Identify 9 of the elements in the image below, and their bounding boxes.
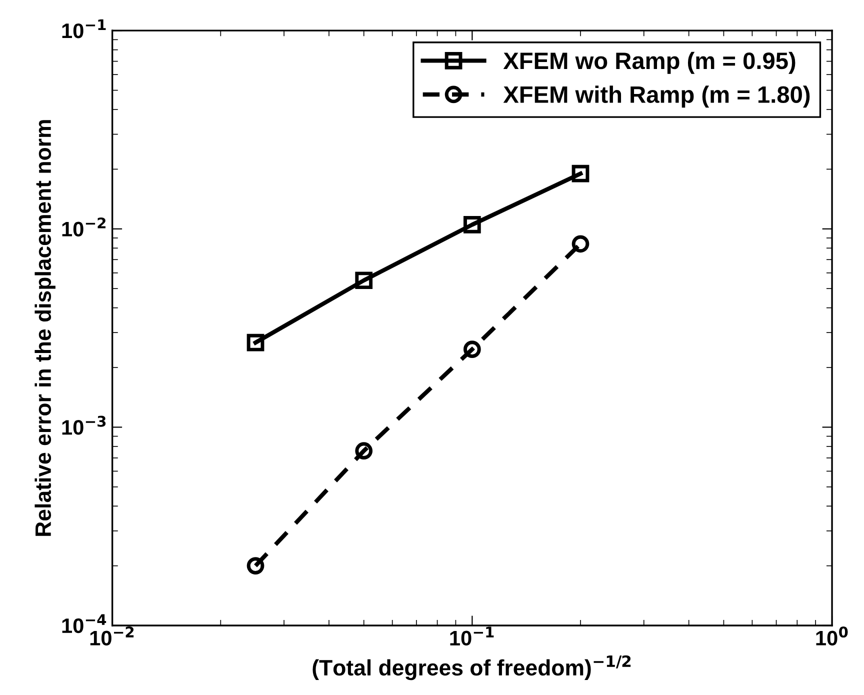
y-axis-title: Relative error in the displacement norm <box>34 120 56 536</box>
legend-label: XFEM wo Ramp (m = 0.95) <box>503 52 796 74</box>
y-tick-label: 10$^{−3}$ <box>62 416 106 435</box>
y-tick-label: 10$^{−1}$ <box>62 19 106 38</box>
x-tick-label: 10$^{−1}$ <box>450 626 494 646</box>
legend-label: XFEM with Ramp (m = 1.80) <box>503 86 810 108</box>
x-tick-label: 10$^{0}$ <box>816 626 848 646</box>
x-axis-title: (Total degrees of freedom)$^{−1/2}$ <box>312 655 631 680</box>
y-tick-label: 10$^{−2}$ <box>62 217 106 236</box>
